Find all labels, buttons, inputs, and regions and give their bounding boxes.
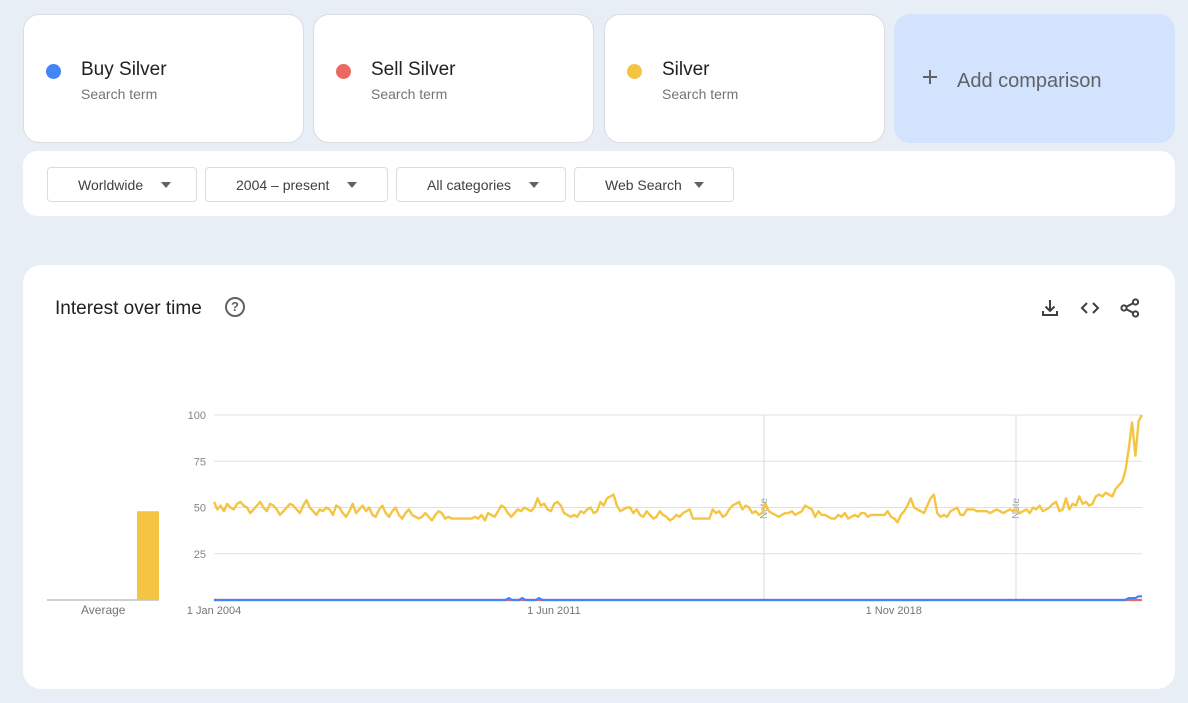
average-label: Average	[81, 603, 126, 617]
y-tick-label: 50	[194, 503, 206, 515]
y-tick-label: 25	[194, 549, 206, 561]
chart-title: Interest over time	[55, 298, 202, 319]
search-terms-area: Buy Silver Search term Sell Silver Searc…	[0, 0, 1188, 240]
term-subtitle: Search term	[371, 86, 448, 102]
x-tick-label: 1 Nov 2018	[866, 605, 922, 617]
term-name: Buy Silver	[81, 59, 167, 80]
term-card-silver[interactable]: Silver Search term	[604, 14, 885, 143]
plus-icon	[918, 66, 940, 88]
share-icon[interactable]	[1119, 297, 1141, 319]
series-line-silver	[212, 414, 1144, 524]
y-tick-label: 100	[188, 410, 206, 422]
search-type-value: Web Search	[605, 176, 682, 193]
time-range-dropdown[interactable]: 2004 – present	[205, 167, 388, 202]
term-name: Sell Silver	[371, 59, 456, 80]
x-tick-label: 1 Jan 2004	[187, 605, 241, 617]
time-range-value: 2004 – present	[236, 176, 330, 193]
caret-down-icon	[347, 182, 357, 188]
term-subtitle: Search term	[81, 86, 158, 102]
caret-down-icon	[529, 182, 539, 188]
add-comparison-button[interactable]: Add comparison	[894, 14, 1175, 143]
buy-silver-color-dot	[46, 64, 61, 79]
region-dropdown[interactable]: Worldwide	[47, 167, 197, 202]
sell-silver-color-dot	[336, 64, 351, 79]
term-card-buy-silver[interactable]: Buy Silver Search term	[23, 14, 304, 143]
series-line-buy-silver	[214, 595, 1142, 602]
region-value: Worldwide	[78, 176, 144, 193]
interest-over-time-card: Interest over time ? 100 75 50 25 1 Jan 2004…	[23, 265, 1175, 689]
caret-down-icon	[694, 182, 704, 188]
filter-bar: Worldwide 2004 – present All categories …	[23, 151, 1175, 216]
category-dropdown[interactable]: All categories	[396, 167, 566, 202]
download-icon[interactable]	[1039, 297, 1061, 319]
caret-down-icon	[161, 182, 171, 188]
help-circle-icon[interactable]: ?	[225, 297, 245, 317]
average-bar-silver	[137, 511, 159, 600]
term-card-sell-silver[interactable]: Sell Silver Search term	[313, 14, 594, 143]
search-type-dropdown[interactable]: Web Search	[574, 167, 734, 202]
code-icon[interactable]	[1079, 297, 1101, 319]
add-comparison-label: Add comparison	[957, 70, 1102, 92]
term-name: Silver	[662, 59, 710, 80]
y-tick-label: 75	[194, 456, 206, 468]
silver-color-dot	[627, 64, 642, 79]
category-value: All categories	[427, 176, 512, 193]
term-subtitle: Search term	[662, 86, 739, 102]
x-tick-label: 1 Jun 2011	[527, 605, 581, 617]
